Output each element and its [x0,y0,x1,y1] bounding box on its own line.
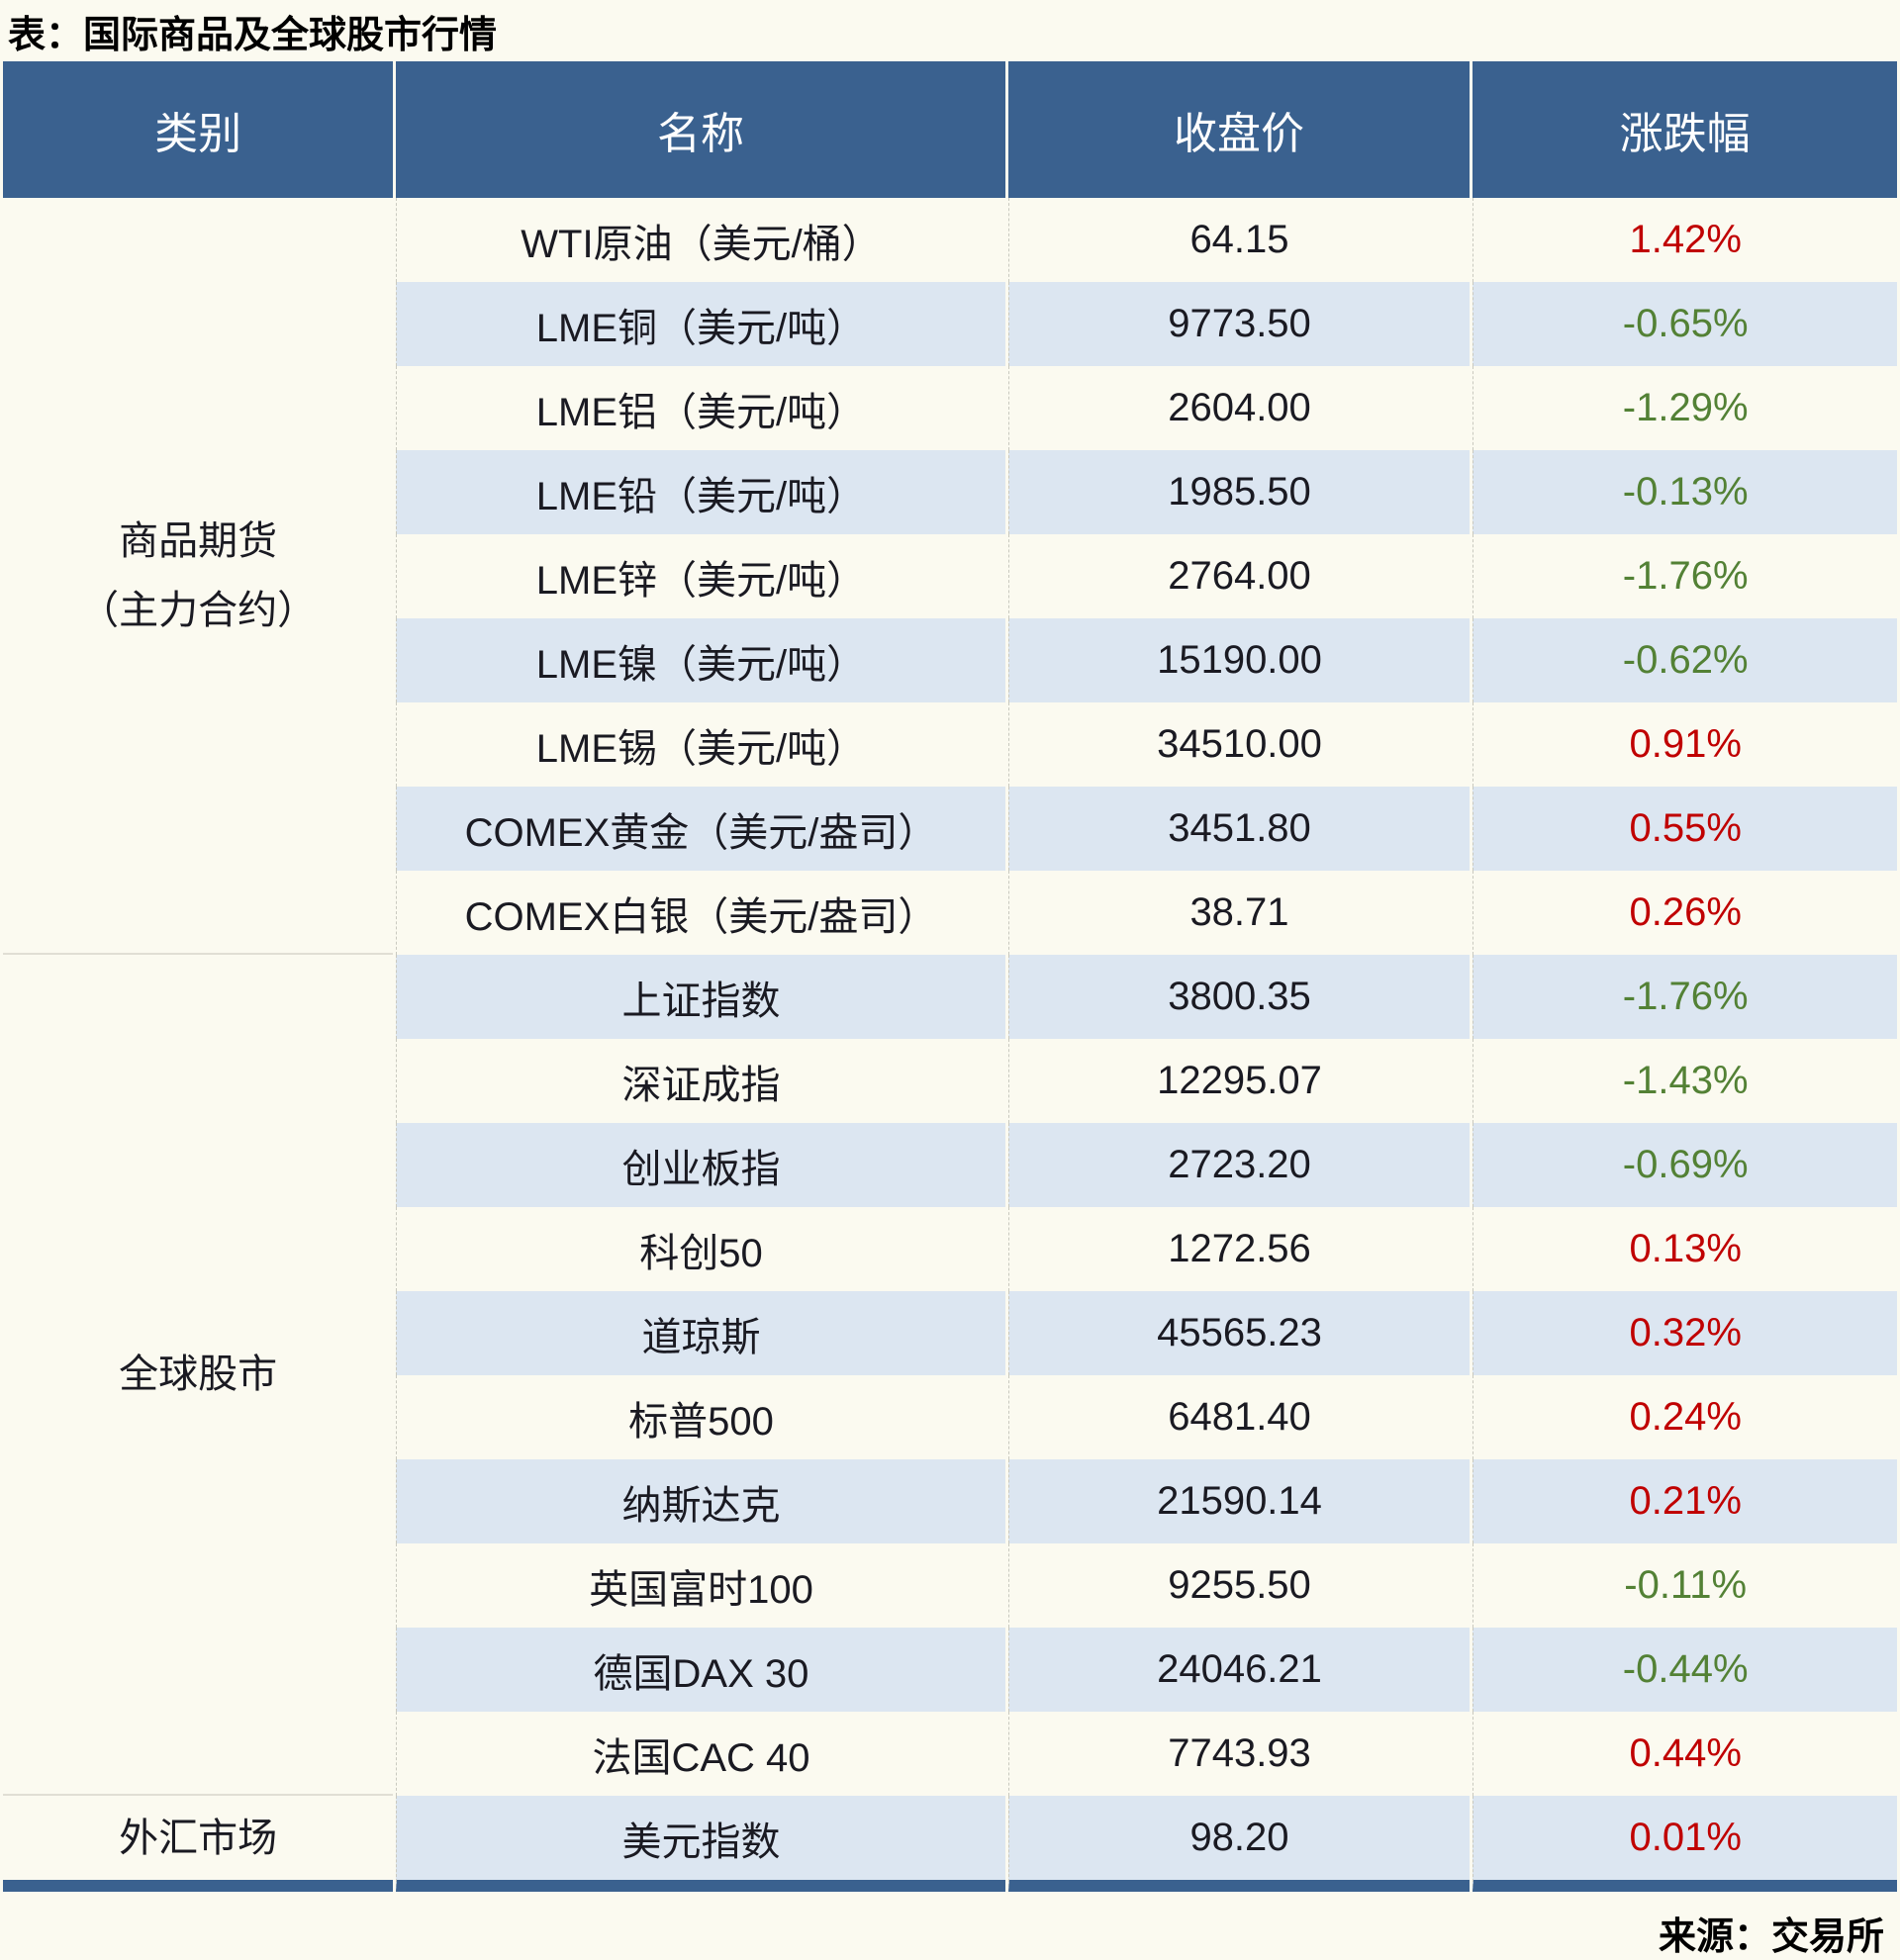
table-row: COMEX白银（美元/盎司） 38.71 0.26% [3,871,1897,955]
close-price: 7743.93 [1007,1712,1471,1796]
instrument-name: 英国富时100 [396,1543,1004,1628]
instrument-name: 纳斯达克 [396,1459,1005,1543]
change-percent: 0.91% [1472,702,1897,787]
table-row: LME锡（美元/吨） 34510.00 0.91% [3,702,1897,787]
category-cell: 全球股市 [3,955,394,1796]
instrument-name: LME锡（美元/吨） [396,702,1004,787]
table-body: 商品期货 （主力合约） WTI原油（美元/桶） 64.15 1.42% LME铜（美元/吨… [3,198,1897,1892]
instrument-name: 上证指数 [396,955,1005,1039]
instrument-name: LME铜（美元/吨） [396,282,1005,366]
instrument-name: 德国DAX 30 [396,1628,1005,1712]
table-row: LME铅（美元/吨） 1985.50 -0.13% [3,450,1897,534]
close-price: 2604.00 [1007,366,1471,450]
col-header-change: 涨跌幅 [1472,61,1897,198]
instrument-name: COMEX黄金（美元/盎司） [396,787,1005,871]
change-percent: 1.42% [1472,198,1897,282]
close-price: 15190.00 [1007,618,1471,702]
close-price: 21590.14 [1007,1459,1471,1543]
table-row: 纳斯达克 21590.14 0.21% [3,1459,1897,1543]
col-header-name: 名称 [396,61,1005,198]
page-title: 表：国际商品及全球股市行情 [8,15,498,56]
table-row: LME铝（美元/吨） 2604.00 -1.29% [3,366,1897,450]
instrument-name: 道琼斯 [396,1291,1005,1375]
instrument-name: WTI原油（美元/桶） [396,198,1004,282]
instrument-name: 深证成指 [396,1039,1004,1123]
category-cell: 外汇市场 [3,1796,394,1892]
close-price: 2723.20 [1007,1123,1471,1207]
table-row: COMEX黄金（美元/盎司） 3451.80 0.55% [3,787,1897,871]
change-percent: 0.21% [1472,1459,1897,1543]
instrument-name: 标普500 [396,1375,1004,1459]
market-table: 类别 名称 收盘价 涨跌幅 商品期货 （主力合约） WTI原油（美元/桶） 64.15… [0,61,1900,1892]
table-row: 外汇市场 美元指数 98.20 0.01% [3,1796,1897,1892]
close-price: 9255.50 [1007,1543,1471,1628]
instrument-name: LME铝（美元/吨） [396,366,1004,450]
close-price: 24046.21 [1007,1628,1471,1712]
change-percent: -1.76% [1472,534,1897,618]
col-header-category: 类别 [3,61,394,198]
close-price: 38.71 [1007,871,1471,955]
change-percent: 0.55% [1472,787,1897,871]
change-percent: 0.32% [1472,1291,1897,1375]
table-row: 法国CAC 40 7743.93 0.44% [3,1712,1897,1796]
category-cell: 商品期货 （主力合约） [3,198,394,955]
close-price: 45565.23 [1007,1291,1471,1375]
change-percent: -0.69% [1472,1123,1897,1207]
close-price: 2764.00 [1007,534,1471,618]
table-row: 标普500 6481.40 0.24% [3,1375,1897,1459]
change-percent: -0.65% [1472,282,1897,366]
close-price: 1272.56 [1007,1207,1471,1291]
instrument-name: COMEX白银（美元/盎司） [396,871,1004,955]
change-percent: -1.76% [1472,955,1897,1039]
instrument-name: LME锌（美元/吨） [396,534,1004,618]
change-percent: -1.29% [1472,366,1897,450]
table-row: 深证成指 12295.07 -1.43% [3,1039,1897,1123]
instrument-name: LME镍（美元/吨） [396,618,1005,702]
close-price: 34510.00 [1007,702,1471,787]
change-percent: 0.01% [1472,1796,1897,1892]
table-row: 德国DAX 30 24046.21 -0.44% [3,1628,1897,1712]
table-row: 商品期货 （主力合约） WTI原油（美元/桶） 64.15 1.42% [3,198,1897,955]
change-percent: -1.43% [1472,1039,1897,1123]
instrument-name: 美元指数 [396,1796,1005,1892]
table-row: 创业板指 2723.20 -0.69% [3,1123,1897,1207]
col-header-close: 收盘价 [1007,61,1471,198]
table-row: 全球股市 上证指数 3800.35 -1.76% [3,955,1897,1796]
close-price: 1985.50 [1007,450,1471,534]
table-row: LME铜（美元/吨） 9773.50 -0.65% [3,282,1897,366]
instrument-name: LME铅（美元/吨） [396,450,1005,534]
close-price: 3800.35 [1007,955,1471,1039]
table-row: LME锌（美元/吨） 2764.00 -1.76% [3,534,1897,618]
close-price: 12295.07 [1007,1039,1471,1123]
close-price: 6481.40 [1007,1375,1471,1459]
instrument-name: 科创50 [396,1207,1004,1291]
source-note: 来源：交易所 [1658,1916,1884,1958]
change-percent: 0.13% [1472,1207,1897,1291]
close-price: 98.20 [1007,1796,1471,1892]
instrument-name: 创业板指 [396,1123,1005,1207]
table-row: 道琼斯 45565.23 0.32% [3,1291,1897,1375]
change-percent: -0.44% [1472,1628,1897,1712]
change-percent: 0.26% [1472,871,1897,955]
close-price: 9773.50 [1007,282,1471,366]
table-row: LME镍（美元/吨） 15190.00 -0.62% [3,618,1897,702]
close-price: 64.15 [1007,198,1471,282]
close-price: 3451.80 [1007,787,1471,871]
header-row: 类别 名称 收盘价 涨跌幅 [3,61,1897,198]
change-percent: -0.11% [1472,1543,1897,1628]
change-percent: -0.62% [1472,618,1897,702]
change-percent: -0.13% [1472,450,1897,534]
instrument-name: 法国CAC 40 [396,1712,1004,1796]
change-percent: 0.44% [1472,1712,1897,1796]
table-row: 英国富时100 9255.50 -0.11% [3,1543,1897,1628]
table-row: 科创50 1272.56 0.13% [3,1207,1897,1291]
change-percent: 0.24% [1472,1375,1897,1459]
